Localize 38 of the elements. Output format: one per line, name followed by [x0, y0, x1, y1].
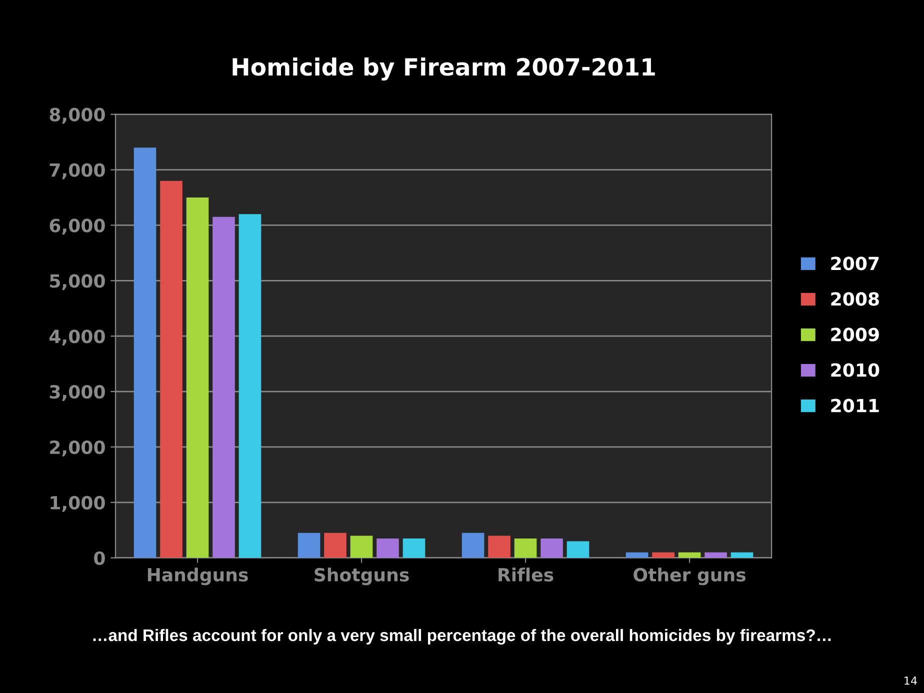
y-tick-label: 7,000	[50, 163, 105, 180]
bar	[350, 536, 373, 558]
bar	[298, 532, 320, 558]
chart-title: Homicide by Firearm 2007-2011	[232, 58, 655, 81]
bar	[134, 148, 156, 558]
y-tick-label: 4,000	[49, 330, 105, 346]
bar	[324, 532, 346, 558]
bar	[376, 538, 399, 558]
y-tick-label: 8,000	[50, 108, 105, 124]
bar	[186, 198, 209, 558]
x-tick-label: Shotguns	[314, 568, 409, 586]
bar	[514, 538, 537, 558]
bar	[704, 552, 727, 558]
y-tick-label: 5,000	[50, 274, 105, 290]
legend-label: 2011	[831, 398, 879, 412]
bar	[540, 538, 563, 558]
bar	[212, 216, 235, 558]
y-tick-label: 0	[94, 551, 105, 565]
legend-label: 2007	[831, 256, 879, 270]
x-tick-label: Handguns	[148, 568, 248, 586]
text: 14	[904, 676, 917, 685]
bar	[462, 532, 484, 558]
legend-label: 2008	[831, 292, 879, 306]
bar	[652, 552, 674, 558]
y-tick-label: 1,000	[50, 496, 105, 512]
y-tick-label: 6,000	[50, 218, 105, 235]
y-tick-label: 2,000	[50, 440, 105, 456]
bar	[160, 180, 182, 558]
text: …and Rifles account for only a very small percentage of the overall homicides by firearms?…	[93, 628, 831, 645]
x-tick-label: Other guns	[634, 568, 746, 586]
y-tick-label: 3,000	[50, 385, 105, 401]
x-tick-label: Rifles	[498, 568, 554, 582]
legend-label: 2010	[831, 363, 880, 377]
bar	[238, 214, 262, 558]
bar	[402, 538, 426, 558]
bar	[566, 541, 590, 558]
bar	[488, 536, 510, 558]
legend-label: 2009	[831, 328, 879, 342]
